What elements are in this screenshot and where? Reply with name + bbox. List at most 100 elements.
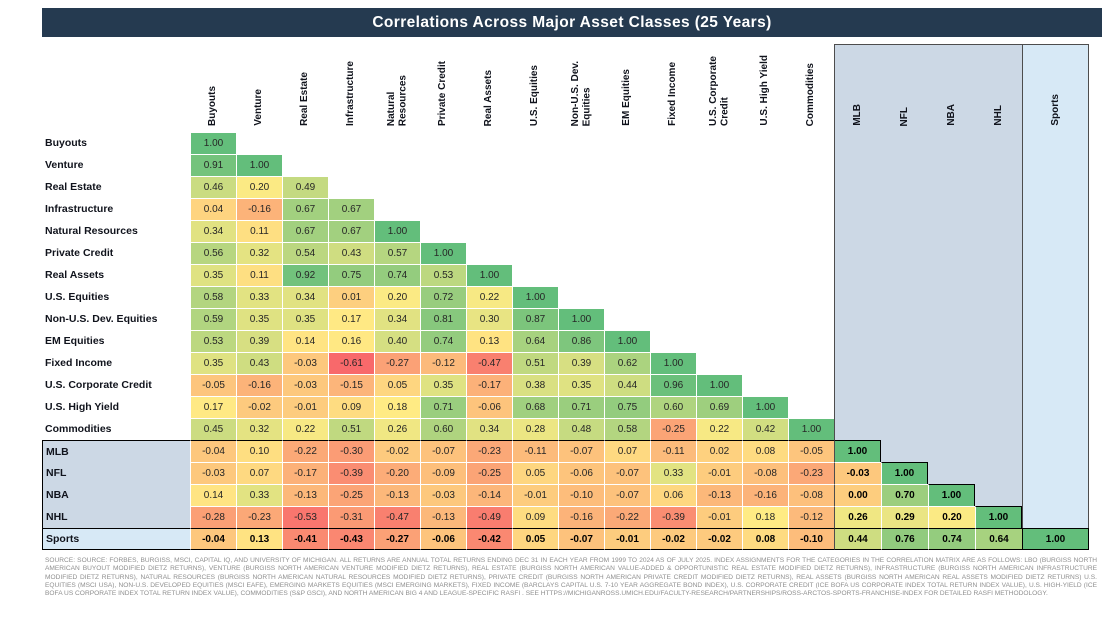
matrix-band-cell (466, 176, 512, 198)
matrix-band-cell (604, 242, 650, 264)
matrix-band-cell (975, 440, 1022, 462)
matrix-band-cell (834, 242, 881, 264)
matrix-cell: -0.07 (604, 484, 650, 506)
matrix-band-cell (788, 154, 834, 176)
matrix-band-cell (466, 198, 512, 220)
matrix-cell: 0.64 (512, 330, 558, 352)
footnote: SOURCE: SOURCE: FORBES, BURGISS, MSCI, C… (45, 557, 1097, 598)
matrix-band-cell (881, 418, 928, 440)
row-label: Venture (45, 159, 84, 171)
matrix-band-cell (558, 132, 604, 154)
matrix-cell: 0.32 (236, 242, 282, 264)
matrix-cell: 0.54 (282, 242, 328, 264)
matrix-cell: -0.25 (466, 462, 512, 484)
column-header-label: Infrastructure (345, 60, 357, 126)
matrix-band-cell (742, 154, 788, 176)
matrix-band-cell (466, 242, 512, 264)
matrix-band-cell (650, 198, 696, 220)
matrix-band-cell (328, 132, 374, 154)
matrix-cell: 0.39 (236, 330, 282, 352)
matrix-band-cell (788, 330, 834, 352)
matrix-band-cell (881, 374, 928, 396)
matrix-cell: 0.92 (282, 264, 328, 286)
title-bar: Correlations Across Major Asset Classes … (42, 8, 1102, 37)
matrix-band-cell (512, 132, 558, 154)
matrix-cell: 0.34 (374, 308, 420, 330)
matrix-band-cell (1022, 198, 1089, 220)
matrix-band-cell (975, 418, 1022, 440)
matrix-cell: 0.35 (282, 308, 328, 330)
matrix-band-cell (788, 198, 834, 220)
matrix-band-cell (742, 330, 788, 352)
matrix-cell: -0.16 (236, 198, 282, 220)
matrix-cell: 0.64 (975, 528, 1022, 550)
matrix-band-cell (834, 418, 881, 440)
matrix-band-cell (512, 264, 558, 286)
column-header-label: U.S. Equities (529, 64, 541, 126)
matrix-cell: 0.28 (512, 418, 558, 440)
matrix-band-cell (928, 396, 975, 418)
matrix-cell: -0.12 (420, 352, 466, 374)
matrix-band-cell (558, 242, 604, 264)
matrix-cell: -0.03 (834, 462, 881, 484)
matrix-cell: -0.41 (282, 528, 328, 550)
matrix-band-cell (696, 264, 742, 286)
matrix-band-cell (834, 286, 881, 308)
matrix-cell: -0.13 (374, 484, 420, 506)
matrix-cell: 0.96 (650, 374, 696, 396)
matrix-cell: 0.60 (650, 396, 696, 418)
matrix-band-cell (558, 176, 604, 198)
matrix-band-cell (558, 154, 604, 176)
matrix-cell: -0.30 (328, 440, 374, 462)
matrix-cell: 0.04 (190, 198, 236, 220)
matrix-band-cell (1022, 132, 1089, 154)
column-header-label: Real Assets (483, 69, 495, 126)
matrix-cell: 0.10 (236, 440, 282, 462)
matrix-band-cell (788, 374, 834, 396)
matrix-band-cell (975, 286, 1022, 308)
matrix-band-cell (834, 198, 881, 220)
matrix-cell: 0.05 (512, 462, 558, 484)
matrix-band-cell (650, 308, 696, 330)
matrix-cell: 0.46 (190, 176, 236, 198)
matrix-band-cell (928, 330, 975, 352)
matrix-cell: -0.07 (558, 528, 604, 550)
matrix-band-cell (928, 308, 975, 330)
matrix-cell: -0.10 (788, 528, 834, 550)
matrix-cell: 1.00 (558, 308, 604, 330)
matrix-band-cell (928, 176, 975, 198)
matrix-band-cell (928, 264, 975, 286)
matrix-cell: -0.01 (696, 462, 742, 484)
column-header: Venture (236, 44, 282, 132)
matrix-cell: 0.30 (466, 308, 512, 330)
matrix-band-cell (374, 176, 420, 198)
matrix-cell: 0.34 (466, 418, 512, 440)
matrix-band-cell (742, 176, 788, 198)
matrix-cell: 0.00 (834, 484, 881, 506)
matrix-band-cell (928, 198, 975, 220)
matrix-cell: 0.70 (881, 484, 928, 506)
column-header: Fixed Income (650, 44, 696, 132)
column-header-label: Non-U.S. Dev. Equities (569, 60, 593, 126)
matrix-band-cell (975, 220, 1022, 242)
column-header-label: EM Equities (621, 69, 633, 126)
matrix-cell: 0.17 (328, 308, 374, 330)
row-label: MLB (42, 440, 190, 462)
column-header: U.S. Equities (512, 44, 558, 132)
matrix-band-cell (881, 132, 928, 154)
column-header: Private Credit (420, 44, 466, 132)
matrix-band-cell (1022, 352, 1089, 374)
matrix-band-cell (975, 132, 1022, 154)
matrix-band-cell (928, 154, 975, 176)
matrix-cell: 0.69 (696, 396, 742, 418)
matrix-cell: 0.53 (420, 264, 466, 286)
matrix-band-cell (650, 242, 696, 264)
row-label: U.S. Corporate Credit (45, 379, 152, 391)
matrix-cell: 0.62 (604, 352, 650, 374)
matrix-cell: 0.35 (190, 352, 236, 374)
matrix-cell: 1.00 (881, 462, 928, 484)
matrix-cell: 1.00 (190, 132, 236, 154)
matrix-band-cell (881, 242, 928, 264)
matrix-band-cell (975, 352, 1022, 374)
